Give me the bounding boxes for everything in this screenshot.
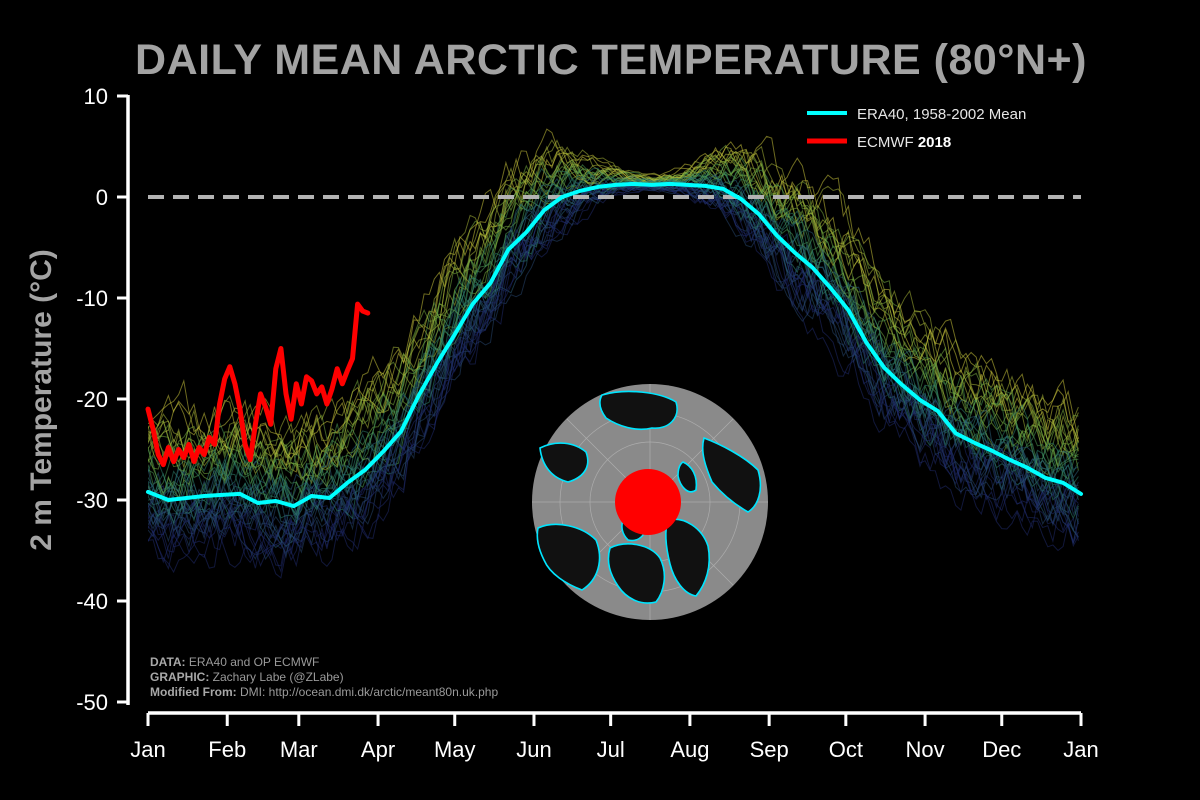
x-tick-label: Mar: [280, 737, 318, 762]
y-ticks: 10 0 -10 -20 -30 -40 -50: [76, 84, 128, 715]
x-tick-label: Jun: [516, 737, 551, 762]
x-tick-label: Apr: [361, 737, 395, 762]
ensemble-year-line: [148, 167, 1079, 523]
x-tick-label: Jan: [130, 737, 165, 762]
y-tick-label: -50: [76, 690, 108, 715]
y-tick-label: -40: [76, 589, 108, 614]
ensemble-year-line: [148, 180, 1079, 525]
x-tick-label: Nov: [906, 737, 945, 762]
chart-title: DAILY MEAN ARCTIC TEMPERATURE (80°N+): [135, 36, 1087, 84]
x-tick-label: Dec: [982, 737, 1021, 762]
ecmwf-2018-line: [145, 301, 371, 468]
ensemble-year-line: [148, 128, 1079, 469]
credit-graphic: GRAPHIC: Zachary Labe (@ZLabe): [150, 670, 498, 685]
x-tick-label: Jan: [1063, 737, 1098, 762]
y-tick-label: 0: [96, 185, 108, 210]
credit-data: DATA: ERA40 and OP ECMWF: [150, 655, 498, 670]
ensemble-year-line: [148, 184, 1079, 559]
credit-modified-value: DMI: http://ocean.dmi.dk/arctic/meant80n…: [236, 685, 499, 699]
x-tick-label: Feb: [208, 737, 246, 762]
y-tick-label: 10: [84, 84, 108, 109]
x-tick-label: Sep: [750, 737, 789, 762]
credit-data-value: ERA40 and OP ECMWF: [185, 655, 320, 669]
legend-label-ecmwf: ECMWF 2018: [857, 134, 951, 151]
credit-modified: Modified From: DMI: http://ocean.dmi.dk/…: [150, 685, 498, 700]
x-tick-label: Oct: [829, 737, 863, 762]
arctic-region-marker: [615, 469, 681, 535]
ensemble-year-line: [148, 135, 1079, 460]
ensemble-year-line: [148, 155, 1079, 477]
x-ticks: Jan Feb Mar Apr May Jun Jul Aug Sep Oct Nov Dec Jan: [130, 713, 1099, 762]
x-tick-label: May: [434, 737, 476, 762]
ensemble-year-line: [148, 146, 1079, 475]
x-tick-label: Aug: [670, 737, 709, 762]
era40-mean-line: [146, 181, 1083, 509]
y-tick-label: -30: [76, 488, 108, 513]
arctic-region-map: [532, 384, 768, 620]
credit-graphic-value: Zachary Labe (@ZLabe): [209, 670, 344, 684]
ensemble-year-line: [148, 181, 1079, 558]
legend-label-ecmwf-prefix: ECMWF: [857, 134, 918, 151]
legend-label-era40: ERA40, 1958-2002 Mean: [857, 106, 1026, 123]
y-tick-label: -10: [76, 286, 108, 311]
ensemble-year-line: [148, 182, 1079, 559]
ensemble-year-line: [148, 175, 1079, 527]
ensemble-year-line: [148, 156, 1079, 504]
credit-modified-label: Modified From:: [150, 685, 237, 699]
credits: DATA: ERA40 and OP ECMWF GRAPHIC: Zachar…: [150, 655, 498, 700]
credit-graphic-label: GRAPHIC:: [150, 670, 210, 684]
legend-label-ecmwf-year: 2018: [918, 134, 951, 151]
ensemble-year-line: [148, 167, 1079, 520]
legend: ERA40, 1958-2002 Mean ECMWF 2018: [807, 106, 1026, 151]
y-tick-label: -20: [76, 387, 108, 412]
x-tick-label: Jul: [597, 737, 625, 762]
credit-data-label: DATA:: [150, 655, 186, 669]
ensemble-year-line: [148, 145, 1079, 463]
